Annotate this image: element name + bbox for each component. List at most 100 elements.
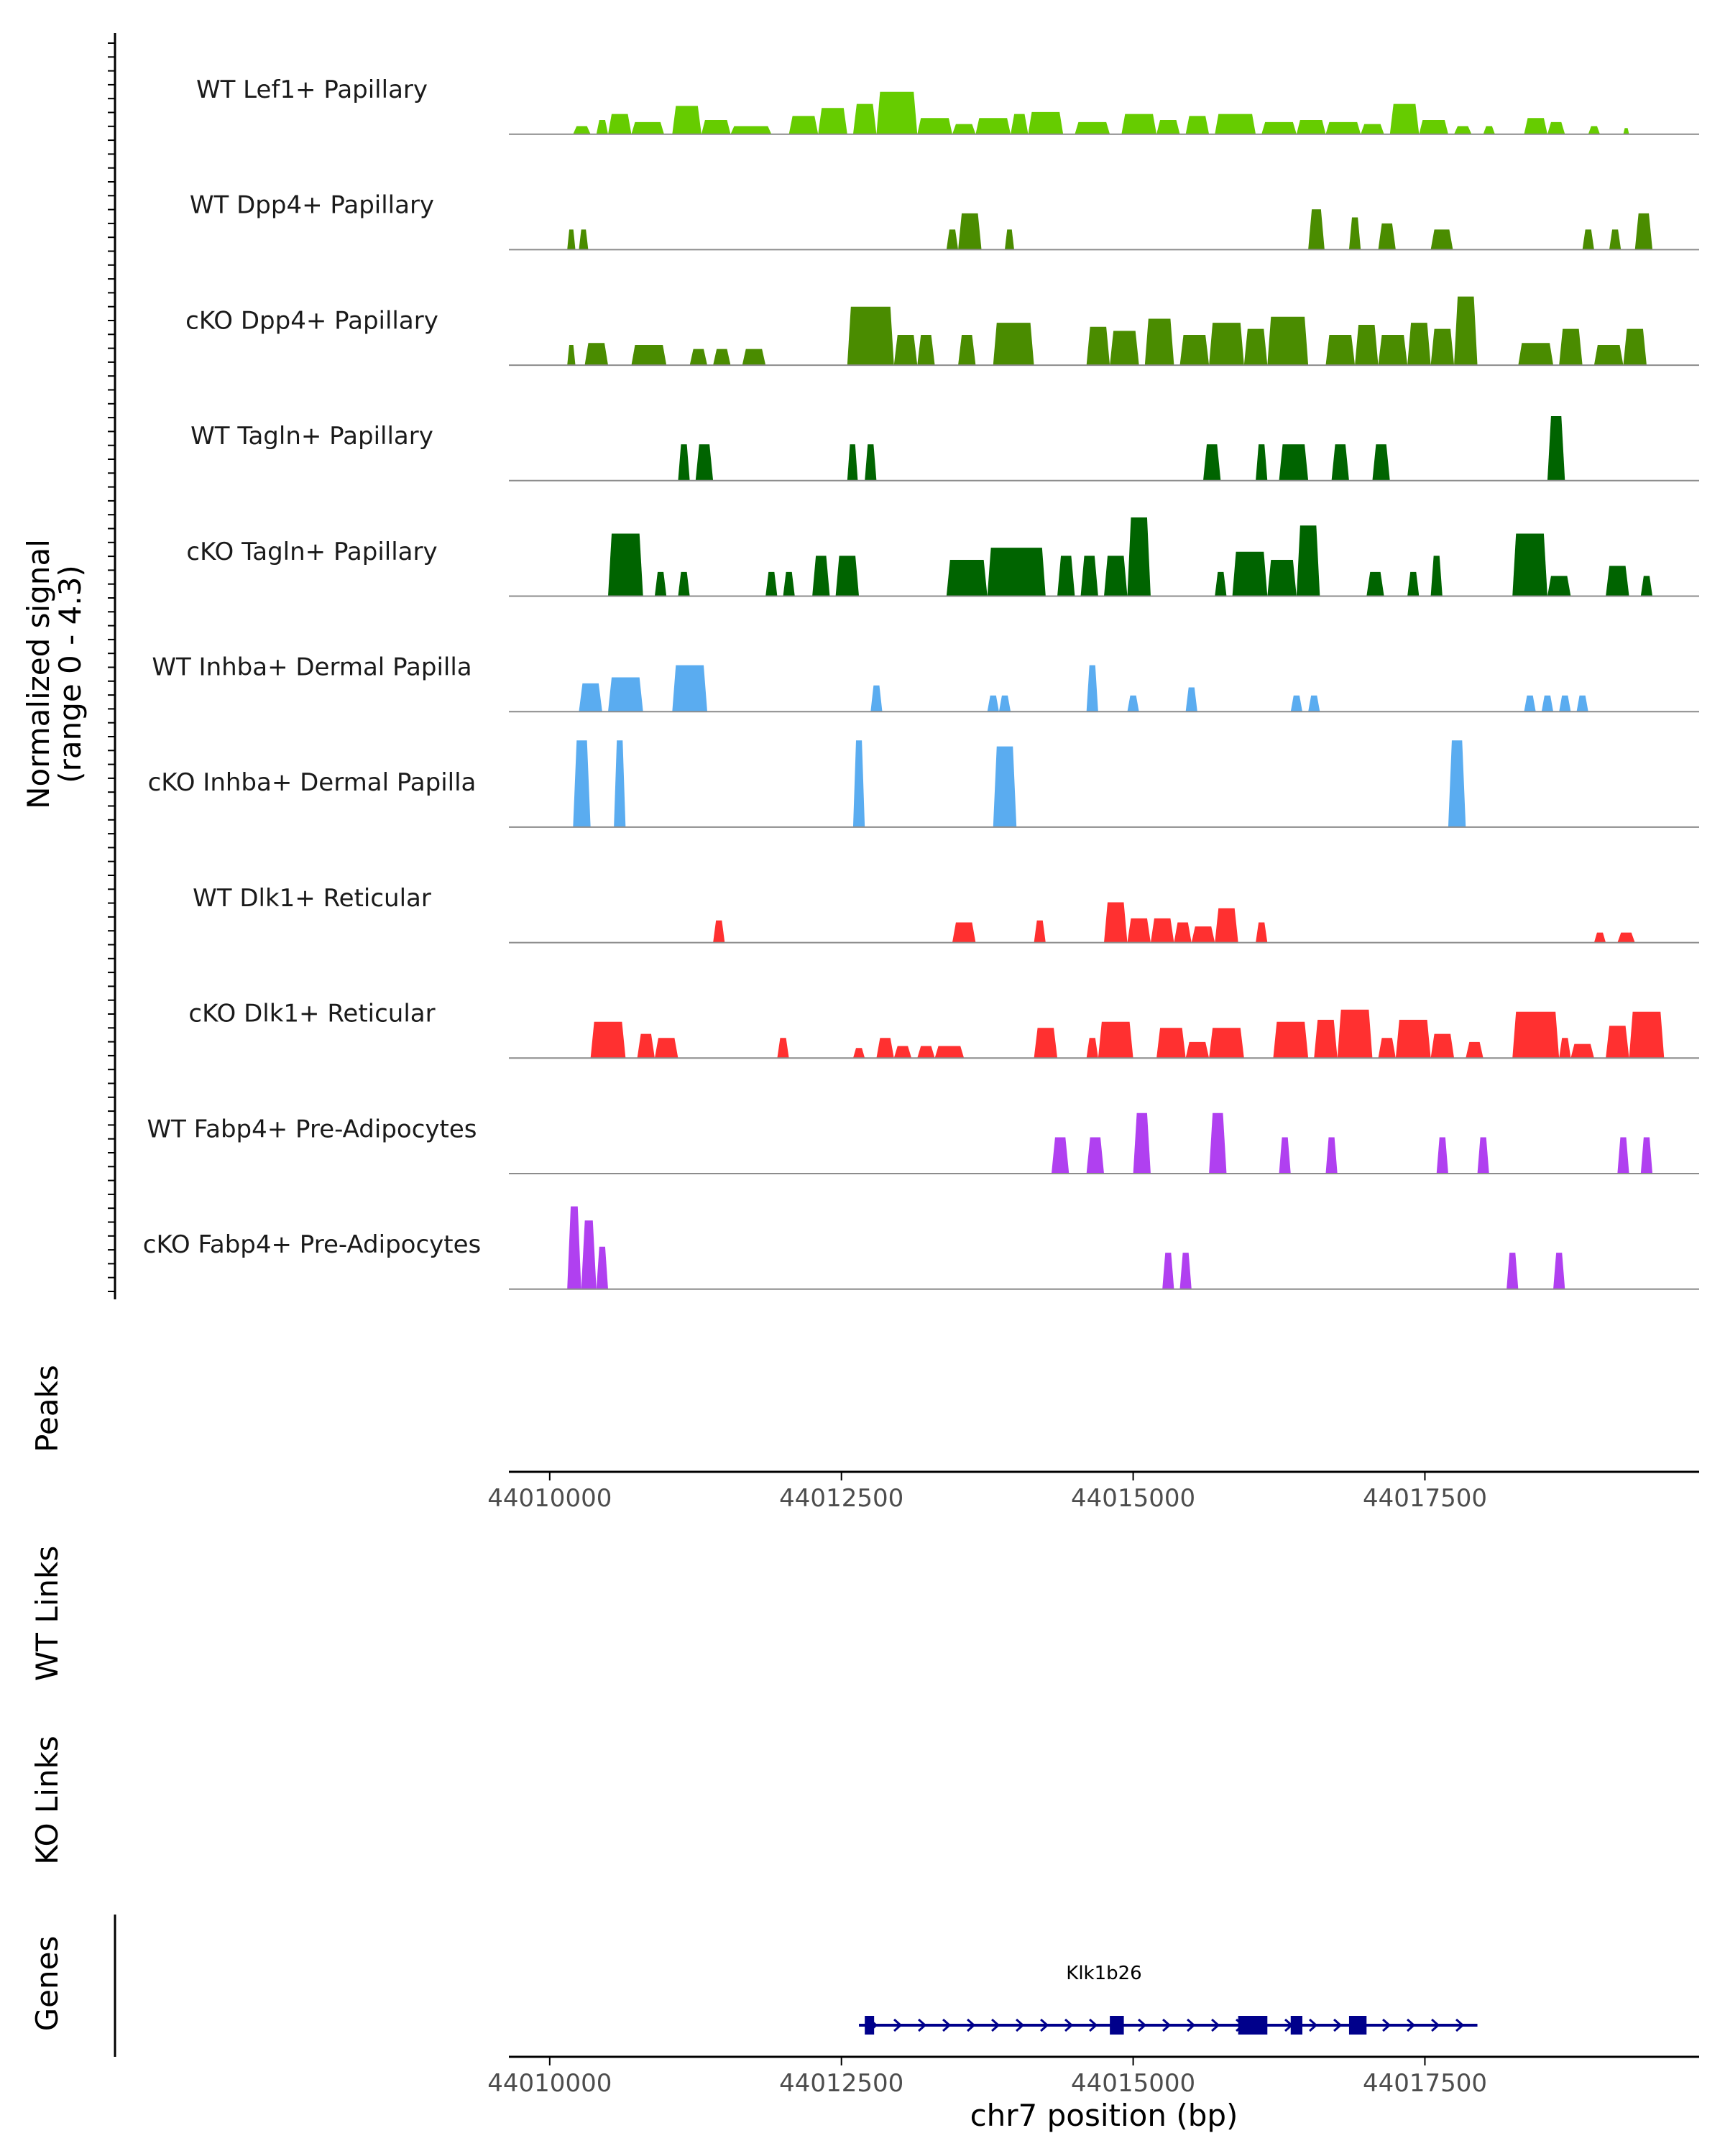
x-axis-tick-label: 44012500 xyxy=(779,1484,903,1513)
coverage-peak xyxy=(1640,576,1653,596)
coverage-peak xyxy=(581,1220,597,1289)
coverage-peak xyxy=(1512,1011,1560,1059)
coverage-peak xyxy=(1179,1253,1192,1289)
strand-arrow xyxy=(1162,2018,1172,2032)
gene-exon xyxy=(865,2016,875,2035)
coverage-peak xyxy=(1104,556,1128,596)
coverage-peak xyxy=(1378,334,1408,366)
coverage-peak xyxy=(952,124,976,134)
coverage-peak xyxy=(1541,695,1554,712)
coverage-peak xyxy=(1243,328,1268,366)
coverage-peak xyxy=(654,571,667,596)
strand-arrow xyxy=(1040,2018,1049,2032)
strand-arrow xyxy=(1138,2018,1147,2032)
strand-arrow xyxy=(1431,2018,1440,2032)
genes-section-label: Genes xyxy=(29,1936,65,2032)
track-label: WT Dlk1+ Reticular xyxy=(193,884,431,913)
coverage-peak xyxy=(1570,1044,1594,1059)
coverage-peak xyxy=(1609,229,1622,250)
strand-arrow xyxy=(918,2018,927,2032)
strand-arrow xyxy=(1333,2018,1343,2032)
track-label: WT Dpp4+ Papillary xyxy=(190,191,434,220)
coverage-peak xyxy=(987,695,999,712)
coverage-peak xyxy=(1308,695,1320,712)
coverage-peak xyxy=(567,1206,581,1289)
coverage-peak xyxy=(783,571,795,596)
coverage-peak xyxy=(934,1046,965,1059)
coverage-peak xyxy=(812,556,830,596)
coverage-peak xyxy=(1606,1026,1629,1059)
coverage-peak xyxy=(1419,120,1448,134)
coverage-peak xyxy=(1506,1253,1519,1289)
coverage-peak xyxy=(701,120,731,134)
coverage-tracks: WT Lef1+ Papillary WT Dpp4+ Papillary cKO … xyxy=(143,75,1699,1290)
coverage-peak xyxy=(1191,926,1215,943)
coverage-peak xyxy=(1629,1011,1665,1059)
coverage-peak xyxy=(993,323,1034,366)
track-label: cKO Inhba+ Dermal Papilla xyxy=(148,768,477,797)
coverage-peak xyxy=(1553,1253,1565,1289)
strand-arrow xyxy=(893,2018,903,2032)
coverage-peak xyxy=(1407,323,1431,366)
gene-exon xyxy=(1110,2016,1124,2035)
coverage-peak xyxy=(584,343,608,366)
coverage-peak xyxy=(1179,334,1210,366)
strand-arrow xyxy=(1407,2018,1416,2032)
x-axis-tick-label: 44015000 xyxy=(1071,1484,1195,1513)
coverage-peak xyxy=(1524,118,1547,134)
peaks-section-label: Peaks xyxy=(29,1365,65,1452)
track-label: WT Fabp4+ Pre-Adipocytes xyxy=(147,1115,477,1143)
coverage-peak xyxy=(1559,328,1583,366)
coverage-peak xyxy=(893,1046,912,1059)
coverage-peak xyxy=(1325,334,1356,366)
coverage-peak xyxy=(917,118,952,134)
coverage-peak xyxy=(1209,323,1244,366)
strand-arrow xyxy=(1211,2018,1220,2032)
coverage-peak xyxy=(1430,229,1453,250)
track-label: cKO Fabp4+ Pre-Adipocytes xyxy=(143,1230,482,1259)
coverage-peak xyxy=(1372,444,1390,481)
x-axis-ticks-peaks: 44010000 44012500 44015000 44017500 xyxy=(487,1472,1487,1513)
coverage-peak xyxy=(608,114,632,134)
coverage-peak xyxy=(1144,318,1174,366)
coverage-peak xyxy=(1086,1038,1098,1059)
track-6: WT Inhba+ Dermal Papilla xyxy=(152,653,1699,713)
coverage-peak xyxy=(993,746,1017,827)
coverage-peak xyxy=(631,345,667,366)
coverage-peak xyxy=(1203,444,1221,481)
coverage-peak xyxy=(1430,328,1455,366)
coverage-peak xyxy=(1127,695,1139,712)
coverage-peak xyxy=(1051,1137,1070,1174)
strand-arrow xyxy=(942,2018,952,2032)
gene-exon xyxy=(1348,2016,1367,2035)
coverage-peak xyxy=(1378,223,1396,250)
coverage-peak xyxy=(1086,1137,1104,1174)
coverage-peak xyxy=(1361,124,1384,134)
strand-arrow xyxy=(1016,2018,1025,2032)
coverage-peak xyxy=(1448,740,1466,827)
coverage-peak xyxy=(852,1048,865,1059)
coverage-peak xyxy=(946,559,988,596)
coverage-peak xyxy=(987,548,1046,596)
coverage-peak xyxy=(1279,1137,1291,1174)
coverage-peak xyxy=(1133,1112,1151,1174)
gene-label: Klk1b26 xyxy=(1066,1963,1141,1984)
coverage-peak xyxy=(654,1038,678,1059)
coverage-peak xyxy=(1477,1137,1489,1174)
strand-arrow xyxy=(1382,2018,1392,2032)
strand-arrow xyxy=(1455,2018,1465,2032)
coverage-peak xyxy=(1348,217,1361,250)
coverage-peak xyxy=(1634,213,1653,250)
coverage-peak xyxy=(608,533,643,596)
coverage-peak xyxy=(847,444,858,481)
gene-exon xyxy=(1290,2016,1302,2035)
coverage-peak xyxy=(1185,116,1210,134)
track-label: WT Lef1+ Papillary xyxy=(196,75,428,104)
track-label: WT Inhba+ Dermal Papilla xyxy=(152,653,472,682)
coverage-peak xyxy=(958,213,982,250)
coverage-peak xyxy=(1524,695,1536,712)
coverage-peak xyxy=(1127,517,1151,596)
coverage-peak xyxy=(1623,128,1629,134)
coverage-peak xyxy=(852,740,865,827)
wt-links-section-label: WT Links xyxy=(29,1546,65,1681)
